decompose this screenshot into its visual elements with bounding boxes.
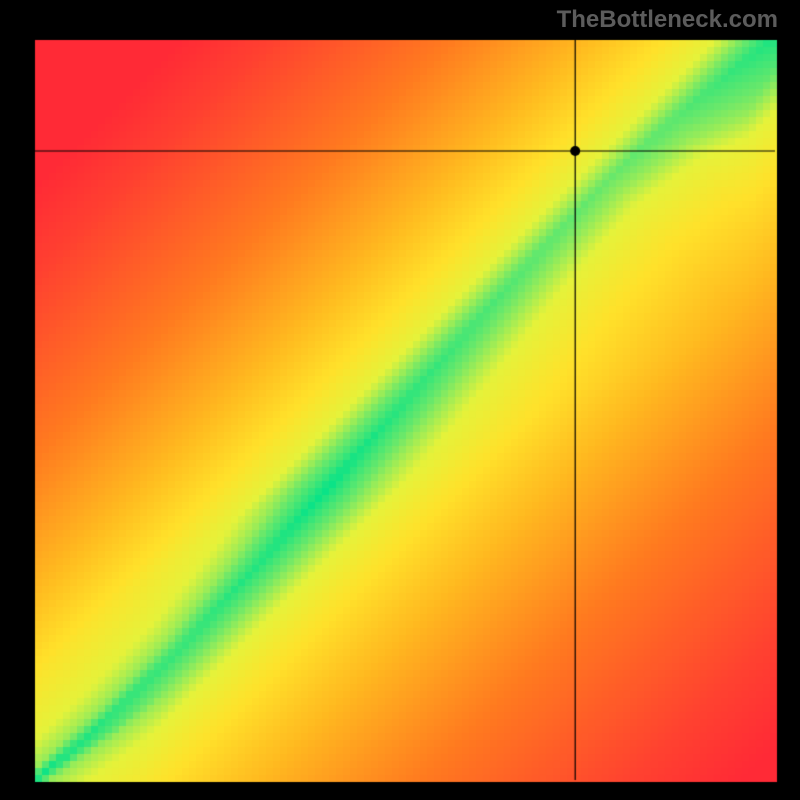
watermark-text: TheBottleneck.com: [557, 6, 778, 34]
bottleneck-heatmap: [0, 0, 800, 800]
chart-container: TheBottleneck.com: [0, 0, 800, 800]
